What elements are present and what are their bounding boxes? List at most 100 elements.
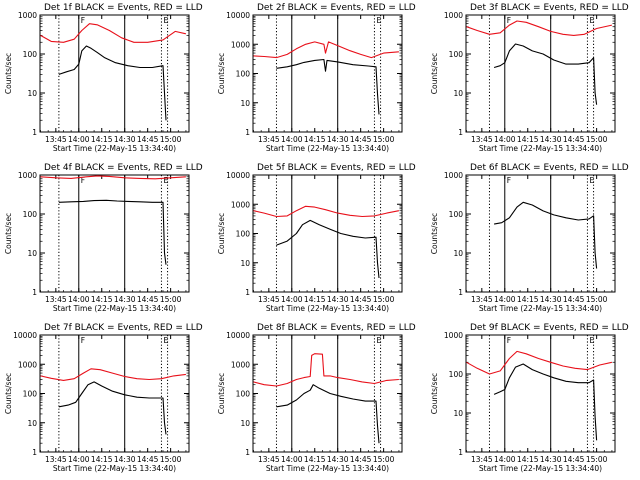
y-tick-label: 100 bbox=[236, 70, 251, 79]
events-series-line bbox=[493, 43, 598, 105]
x-tick-label: 14:15 bbox=[517, 135, 539, 144]
panel-title: Det 3f BLACK = Events, RED = LLD bbox=[470, 3, 629, 13]
panel-title: Det 2f BLACK = Events, RED = LLD bbox=[257, 3, 416, 13]
plot-frame bbox=[252, 174, 403, 293]
y-tick-label: 1000 bbox=[231, 360, 250, 369]
y-tick-label: 10 bbox=[453, 89, 463, 98]
marker-label: E bbox=[589, 336, 594, 345]
y-axis-label: Counts/sec bbox=[430, 213, 439, 254]
marker-label: E bbox=[589, 176, 594, 185]
y-tick-label: 10 bbox=[453, 249, 463, 258]
x-tick-label: 15:00 bbox=[160, 455, 182, 464]
x-axis-label: Start Time (22-May-15 13:34:40) bbox=[479, 304, 602, 313]
x-tick-label: 15:00 bbox=[160, 295, 182, 304]
marker-label: E bbox=[589, 16, 594, 25]
x-tick-label: 13:45 bbox=[45, 135, 67, 144]
detector-panel: Det 3f BLACK = Events, RED = LLD 1 10 100 10… bbox=[430, 3, 629, 153]
y-tick-label: 100 bbox=[236, 230, 251, 239]
panel-title: Det 7f BLACK = Events, RED = LLD bbox=[44, 323, 203, 333]
marker-label: E bbox=[163, 176, 168, 185]
x-tick-label: 14:15 bbox=[517, 455, 539, 464]
y-tick-label: 1000 bbox=[444, 171, 463, 180]
x-tick-label: 14:00 bbox=[494, 135, 516, 144]
plot-frame bbox=[252, 334, 403, 453]
panel-title: Det 1f BLACK = Events, RED = LLD bbox=[44, 3, 203, 13]
y-tick-label: 1000 bbox=[231, 200, 250, 209]
x-tick-label: 14:30 bbox=[327, 295, 349, 304]
x-tick-label: 13:45 bbox=[471, 135, 493, 144]
y-tick-label: 10 bbox=[240, 259, 250, 268]
marker-label: F bbox=[81, 176, 85, 185]
x-tick-label: 14:15 bbox=[91, 455, 113, 464]
detector-panel: Det 4f BLACK = Events, RED = LLD 1 10 100 10… bbox=[4, 163, 203, 313]
panel-title: Det 5f BLACK = Events, RED = LLD bbox=[257, 163, 416, 173]
y-tick-label: 1000 bbox=[444, 11, 463, 20]
events-series-line bbox=[58, 199, 167, 265]
marker-label: F bbox=[507, 176, 511, 185]
x-tick-label: 15:00 bbox=[373, 455, 395, 464]
detector-panel: Det 1f BLACK = Events, RED = LLD 1 10 100 10… bbox=[4, 3, 203, 153]
y-tick-label: 1000 bbox=[18, 171, 37, 180]
x-tick-label: 15:00 bbox=[586, 455, 608, 464]
y-tick-label: 1 bbox=[458, 448, 463, 457]
marker-label: F bbox=[81, 336, 85, 345]
y-tick-label: 100 bbox=[236, 390, 251, 399]
x-tick-label: 14:00 bbox=[281, 295, 303, 304]
plot-frame bbox=[465, 334, 616, 453]
x-tick-label: 14:30 bbox=[114, 135, 136, 144]
events-series-line bbox=[276, 219, 380, 279]
y-tick-label: 10000 bbox=[226, 171, 250, 180]
events-series-line bbox=[58, 381, 167, 435]
x-tick-label: 13:45 bbox=[258, 135, 280, 144]
detector-panel: Det 2f BLACK = Events, RED = LLD 1 10 100 10… bbox=[217, 3, 416, 153]
x-tick-label: 15:00 bbox=[373, 295, 395, 304]
x-tick-label: 14:45 bbox=[137, 295, 159, 304]
x-tick-label: 14:45 bbox=[350, 455, 372, 464]
x-axis-label: Start Time (22-May-15 13:34:40) bbox=[266, 464, 389, 473]
x-tick-label: 15:00 bbox=[586, 295, 608, 304]
events-series-line bbox=[276, 58, 380, 115]
x-tick-label: 14:00 bbox=[68, 135, 90, 144]
x-tick-label: 14:30 bbox=[114, 455, 136, 464]
y-tick-label: 1000 bbox=[18, 11, 37, 20]
panel-title: Det 9f BLACK = Events, RED = LLD bbox=[470, 323, 629, 333]
y-tick-label: 1 bbox=[458, 288, 463, 297]
x-tick-label: 14:00 bbox=[281, 135, 303, 144]
y-axis-label: Counts/sec bbox=[217, 213, 226, 254]
lld-series-line bbox=[40, 368, 186, 381]
y-tick-label: 1000 bbox=[444, 331, 463, 340]
detector-panel: Det 6f BLACK = Events, RED = LLD 1 10 100 10… bbox=[430, 163, 629, 313]
x-tick-label: 13:45 bbox=[258, 295, 280, 304]
y-tick-label: 1000 bbox=[18, 360, 37, 369]
x-tick-label: 13:45 bbox=[471, 295, 493, 304]
marker-label: E bbox=[163, 336, 168, 345]
detector-panel: Det 8f BLACK = Events, RED = LLD 1 10 100 10… bbox=[217, 323, 416, 473]
panel-title: Det 6f BLACK = Events, RED = LLD bbox=[470, 163, 629, 173]
events-series-line bbox=[494, 201, 598, 269]
marker-label: F bbox=[81, 16, 85, 25]
x-tick-label: 14:30 bbox=[114, 295, 136, 304]
detector-panel: Det 7f BLACK = Events, RED = LLD 1 10 100 10… bbox=[4, 323, 203, 473]
y-axis-label: Counts/sec bbox=[4, 373, 13, 414]
marker-label: F bbox=[507, 336, 511, 345]
y-tick-label: 10 bbox=[27, 89, 37, 98]
panel-title: Det 4f BLACK = Events, RED = LLD bbox=[44, 163, 203, 173]
y-tick-label: 1 bbox=[245, 288, 250, 297]
events-series-line bbox=[58, 45, 167, 121]
events-series-line bbox=[276, 384, 380, 444]
x-tick-label: 14:45 bbox=[563, 135, 585, 144]
x-tick-label: 14:00 bbox=[494, 295, 516, 304]
plot-frame bbox=[39, 174, 190, 293]
x-tick-label: 14:30 bbox=[540, 455, 562, 464]
detector-panel: Det 9f BLACK = Events, RED = LLD 1 10 100 10… bbox=[430, 323, 629, 473]
y-tick-label: 100 bbox=[23, 390, 38, 399]
x-tick-label: 14:30 bbox=[540, 295, 562, 304]
x-tick-label: 14:00 bbox=[68, 295, 90, 304]
x-tick-label: 14:15 bbox=[517, 295, 539, 304]
y-tick-label: 100 bbox=[449, 50, 464, 59]
marker-label: F bbox=[507, 16, 511, 25]
x-tick-label: 14:30 bbox=[540, 135, 562, 144]
y-axis-label: Counts/sec bbox=[217, 373, 226, 414]
